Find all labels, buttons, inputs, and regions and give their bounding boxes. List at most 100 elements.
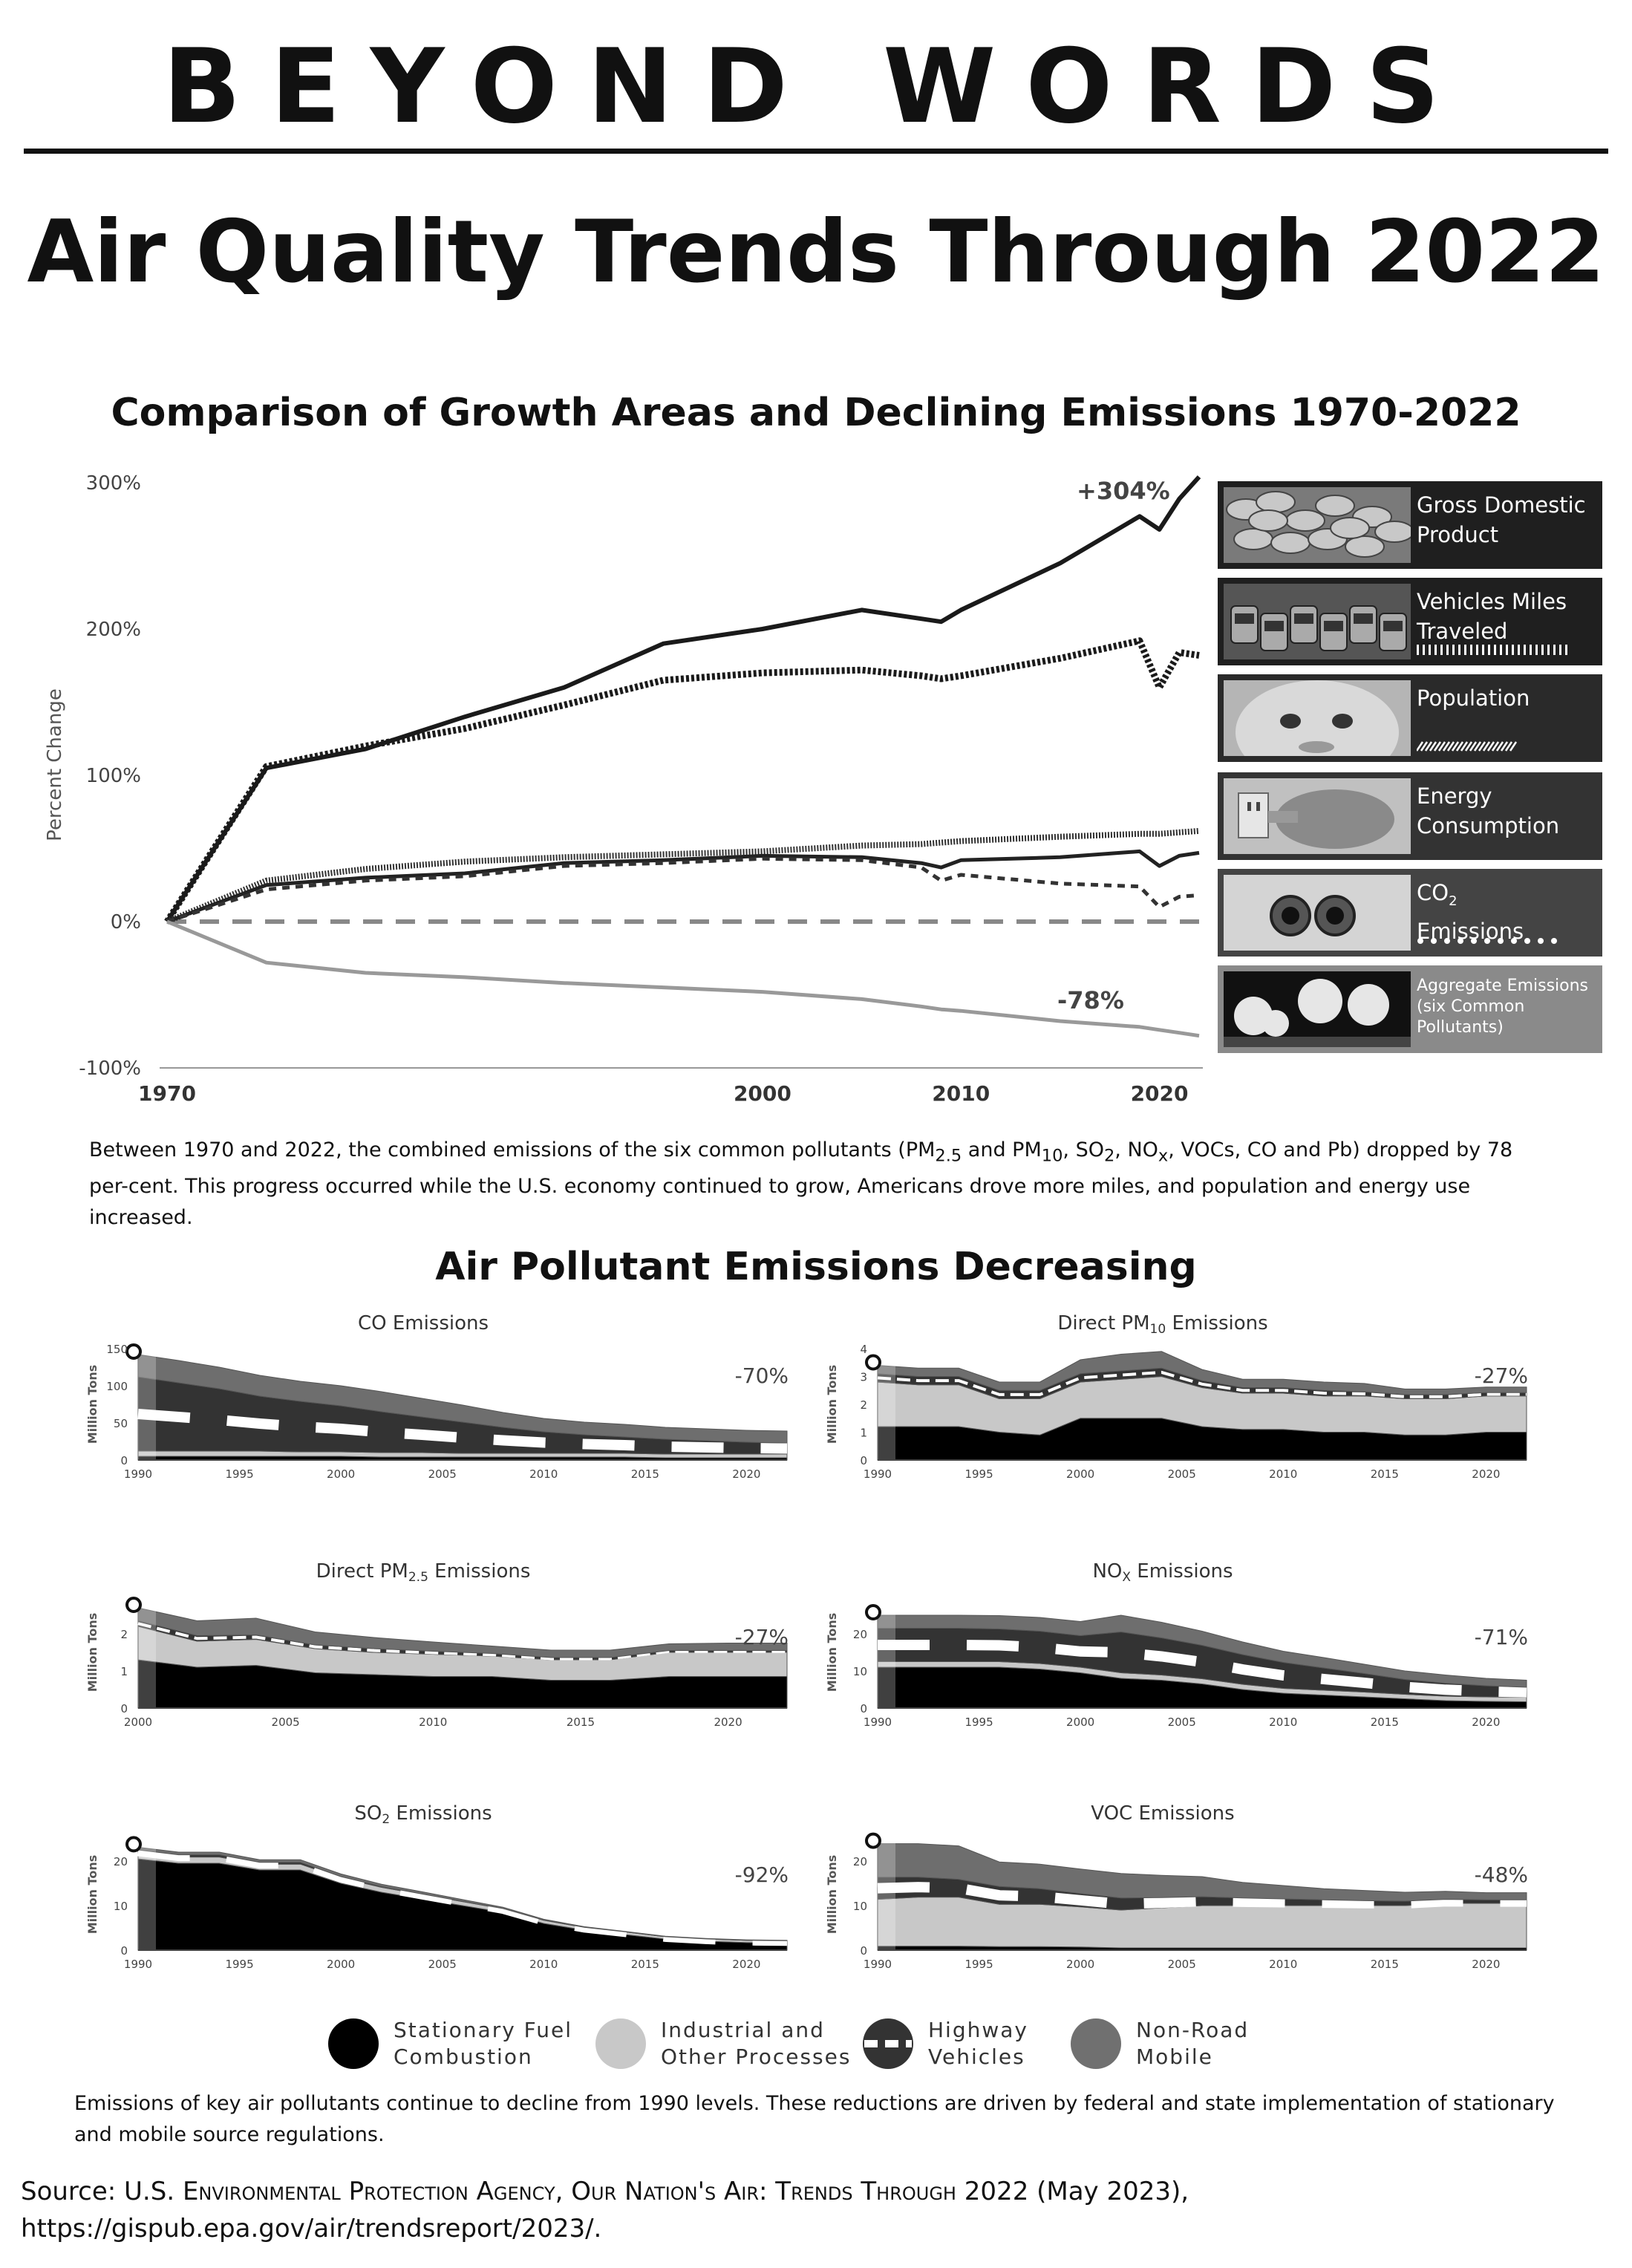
panel-y-tick: 10: [853, 1900, 867, 1913]
panel-x-tick: 2015: [1371, 1467, 1399, 1481]
area-non-road-mobile: [877, 1351, 1527, 1395]
series-line-energy-consumption: [166, 849, 1200, 924]
base-year-marker: [865, 1354, 881, 1371]
chart2-title: Air Pollutant Emissions Decreasing: [435, 1245, 1197, 1289]
emissions-caption: Emissions of key air pollutants continue…: [74, 2092, 1555, 2146]
panel-change-annotation: -71%: [1475, 1625, 1528, 1649]
chart1-y-tick-4: -100%: [79, 1058, 141, 1080]
chart1-x-tick-2000: 2000: [734, 1081, 791, 1106]
panel-change-annotation: -48%: [1475, 1863, 1528, 1887]
legend-card-gross-domestic-product: Gross Domestic Product: [1218, 481, 1602, 569]
legend-label-vehicles-miles-traveled: Vehicles Miles Traveled: [1417, 589, 1567, 644]
emissions-legend: Stationary Fuel Combustion Industrial and O…: [327, 2011, 1292, 2078]
legend-card-population: Population: [1218, 674, 1602, 762]
chart1-y-tick-1: 200%: [86, 619, 141, 641]
series-line-co2-emissions: [166, 856, 1200, 924]
panel-x-tick: 1995: [964, 1467, 993, 1481]
chart1-caption: Between 1970 and 2022, the combined emis…: [89, 1138, 1513, 1230]
base-year-band: [878, 1831, 895, 1950]
panel-y-label: Million Tons: [85, 1855, 99, 1935]
chart1-x-tick-2010: 2010: [932, 1081, 990, 1106]
panel-change-annotation: -27%: [1475, 1363, 1528, 1388]
panel-x-tick: 2010: [1269, 1715, 1297, 1729]
panel-x-tick: 1990: [124, 1958, 152, 1971]
panel-x-tick: 2015: [631, 1958, 659, 1971]
area-non-road-mobile: [137, 1607, 788, 1658]
panel-y-label: Million Tons: [825, 1855, 839, 1935]
base-year-marker: [125, 1343, 142, 1360]
baby-photo: [1224, 680, 1411, 756]
chart1-y-axis-label: Percent Change: [45, 688, 66, 841]
panel-x-tick: 2000: [1066, 1715, 1094, 1729]
legend-label: Highway Vehicles: [928, 2018, 1028, 2069]
panel-title: SO2 Emissions: [354, 1802, 492, 1827]
chart1-title: Comparison of Growth Areas and Declining…: [111, 391, 1521, 435]
legend-line-sample-population: [1417, 741, 1518, 752]
panel-y-tick: 0: [120, 1944, 128, 1958]
panel-y-label: Million Tons: [85, 1365, 99, 1444]
panel-x-tick: 2010: [1269, 1467, 1297, 1481]
panel-y-tick: 3: [860, 1371, 867, 1384]
panel-x-tick: 1990: [124, 1467, 152, 1481]
panel-title: Direct PM10 Emissions: [1057, 1312, 1267, 1337]
series-line-gross-domestic-product: [165, 475, 1201, 923]
legend-swatch: [1071, 2018, 1121, 2069]
series-line-population: [166, 827, 1200, 925]
legend-line-sample-vehicles-miles-traveled: [1417, 645, 1567, 655]
panel-x-tick: 2020: [732, 1467, 760, 1481]
base-year-marker: [125, 1597, 142, 1613]
base-year-band: [138, 1341, 156, 1460]
legend-card-vehicles-miles-traveled: Vehicles Miles Traveled: [1218, 578, 1602, 665]
panel-x-tick: 1990: [864, 1467, 892, 1481]
panel-x-tick: 2005: [1168, 1715, 1196, 1729]
panel-y-tick: 0: [860, 1944, 867, 1958]
panel-x-tick: 1990: [864, 1715, 892, 1729]
panel-co-emissions: CO Emissions 150 100 50 0 Million Tons 1990 199…: [85, 1312, 789, 1481]
legend-swatch: [863, 2018, 913, 2069]
panel-x-tick: 2010: [529, 1467, 558, 1481]
panel-title: VOC Emissions: [1091, 1802, 1234, 1825]
highway-dash-direct-pm2-5-emissions: [137, 1622, 787, 1661]
panel-direct-pm10-emissions: Direct PM10 Emissions 4 3 2 1 0 Million Tons 19…: [825, 1312, 1528, 1481]
panel-x-tick: 2000: [1066, 1467, 1094, 1481]
panel-y-label: Million Tons: [85, 1613, 99, 1692]
panel-x-tick: 1995: [225, 1467, 253, 1481]
legend-card-energy-consumption: Energy Consumption: [1218, 772, 1602, 860]
plug-photo: [1224, 778, 1411, 854]
panel-change-annotation: -27%: [735, 1625, 789, 1649]
legend-label-aggregate-emissions-six-common-pollutants: Aggregate Emissions (six Common Pollutan…: [1417, 977, 1589, 1037]
panel-x-tick: 2015: [1371, 1958, 1399, 1971]
chart1-y-tick-3: 0%: [111, 911, 141, 933]
panel-x-tick: 2020: [732, 1958, 760, 1971]
panel-x-tick: 2020: [1472, 1715, 1500, 1729]
panel-x-tick: 2020: [1472, 1467, 1500, 1481]
coins-photo: [1224, 487, 1411, 563]
chart1-gridlines: [160, 919, 1203, 1069]
panel-x-tick: 2005: [1168, 1467, 1196, 1481]
panel-x-tick: 2000: [327, 1958, 355, 1971]
panel-x-tick: 2005: [428, 1958, 457, 1971]
legend-label: Industrial and Other Processes: [661, 2018, 852, 2069]
base-year-band: [138, 1589, 156, 1708]
panel-x-tick: 2020: [1472, 1958, 1500, 1971]
smokestack-photo: [1224, 971, 1411, 1047]
highway-dash-voc-emissions: [877, 1882, 1527, 1909]
series-line-aggregate-emissions-six-common-pollutants: [166, 919, 1200, 1038]
panel-y-tick: 20: [114, 1855, 128, 1868]
area-non-road-mobile: [137, 1846, 788, 1941]
chart1-x-tick-2020: 2020: [1131, 1081, 1189, 1106]
page-title: Air Quality Trends Through 2022: [27, 202, 1605, 302]
base-year-band: [878, 1589, 895, 1708]
panel-y-tick: 4: [860, 1343, 867, 1356]
chart1-series-lines: [164, 475, 1201, 1038]
legend-label: Non-Road Mobile: [1136, 2018, 1250, 2069]
annotation-aggregate: -78%: [1057, 986, 1124, 1014]
annotation-gdp: +304%: [1077, 477, 1170, 505]
panel-y-tick: 2: [860, 1398, 867, 1412]
legend-swatch: [328, 2018, 379, 2069]
area-non-road-mobile: [877, 1843, 1527, 1902]
highway-dash-direct-pm10-emissions: [877, 1370, 1527, 1398]
legend-line-sample-co2-emissions: [1417, 938, 1557, 944]
